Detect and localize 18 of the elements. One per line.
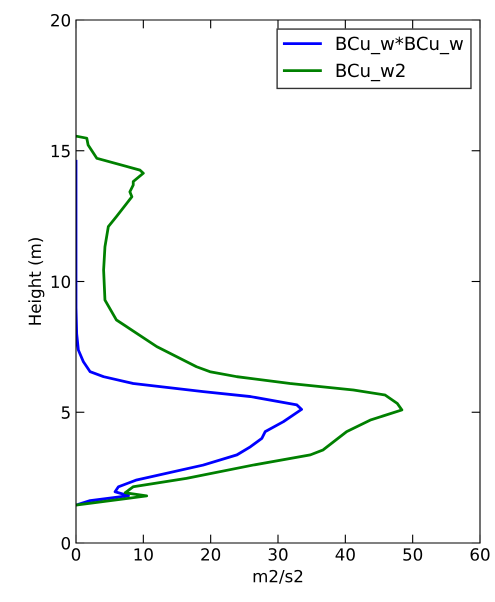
y-tick-label: 10 <box>52 275 70 288</box>
legend-label: BCu_w*BCu_w <box>336 36 463 54</box>
y-tick-label: 20 <box>51 14 70 27</box>
y-tick-label: 0 <box>62 536 70 550</box>
legend-label: BCu_w2 <box>336 64 404 82</box>
line-series <box>76 160 303 506</box>
x-tick-label: 10 <box>134 548 153 561</box>
y-tick-label: 15 <box>52 144 70 158</box>
x-tick-label: 50 <box>403 548 422 561</box>
x-tick-label: 0 <box>72 548 80 561</box>
x-tick-label: 40 <box>336 548 355 561</box>
x-tick-label: 30 <box>268 548 288 561</box>
line-series <box>76 134 404 506</box>
x-tick-label: 60 <box>470 548 490 561</box>
y-tick-label: 5 <box>62 406 70 419</box>
x-axis-title: m2/s2 <box>254 570 302 584</box>
y-axis-title: Height (m) <box>28 238 44 325</box>
x-tick-label: 20 <box>201 548 220 561</box>
